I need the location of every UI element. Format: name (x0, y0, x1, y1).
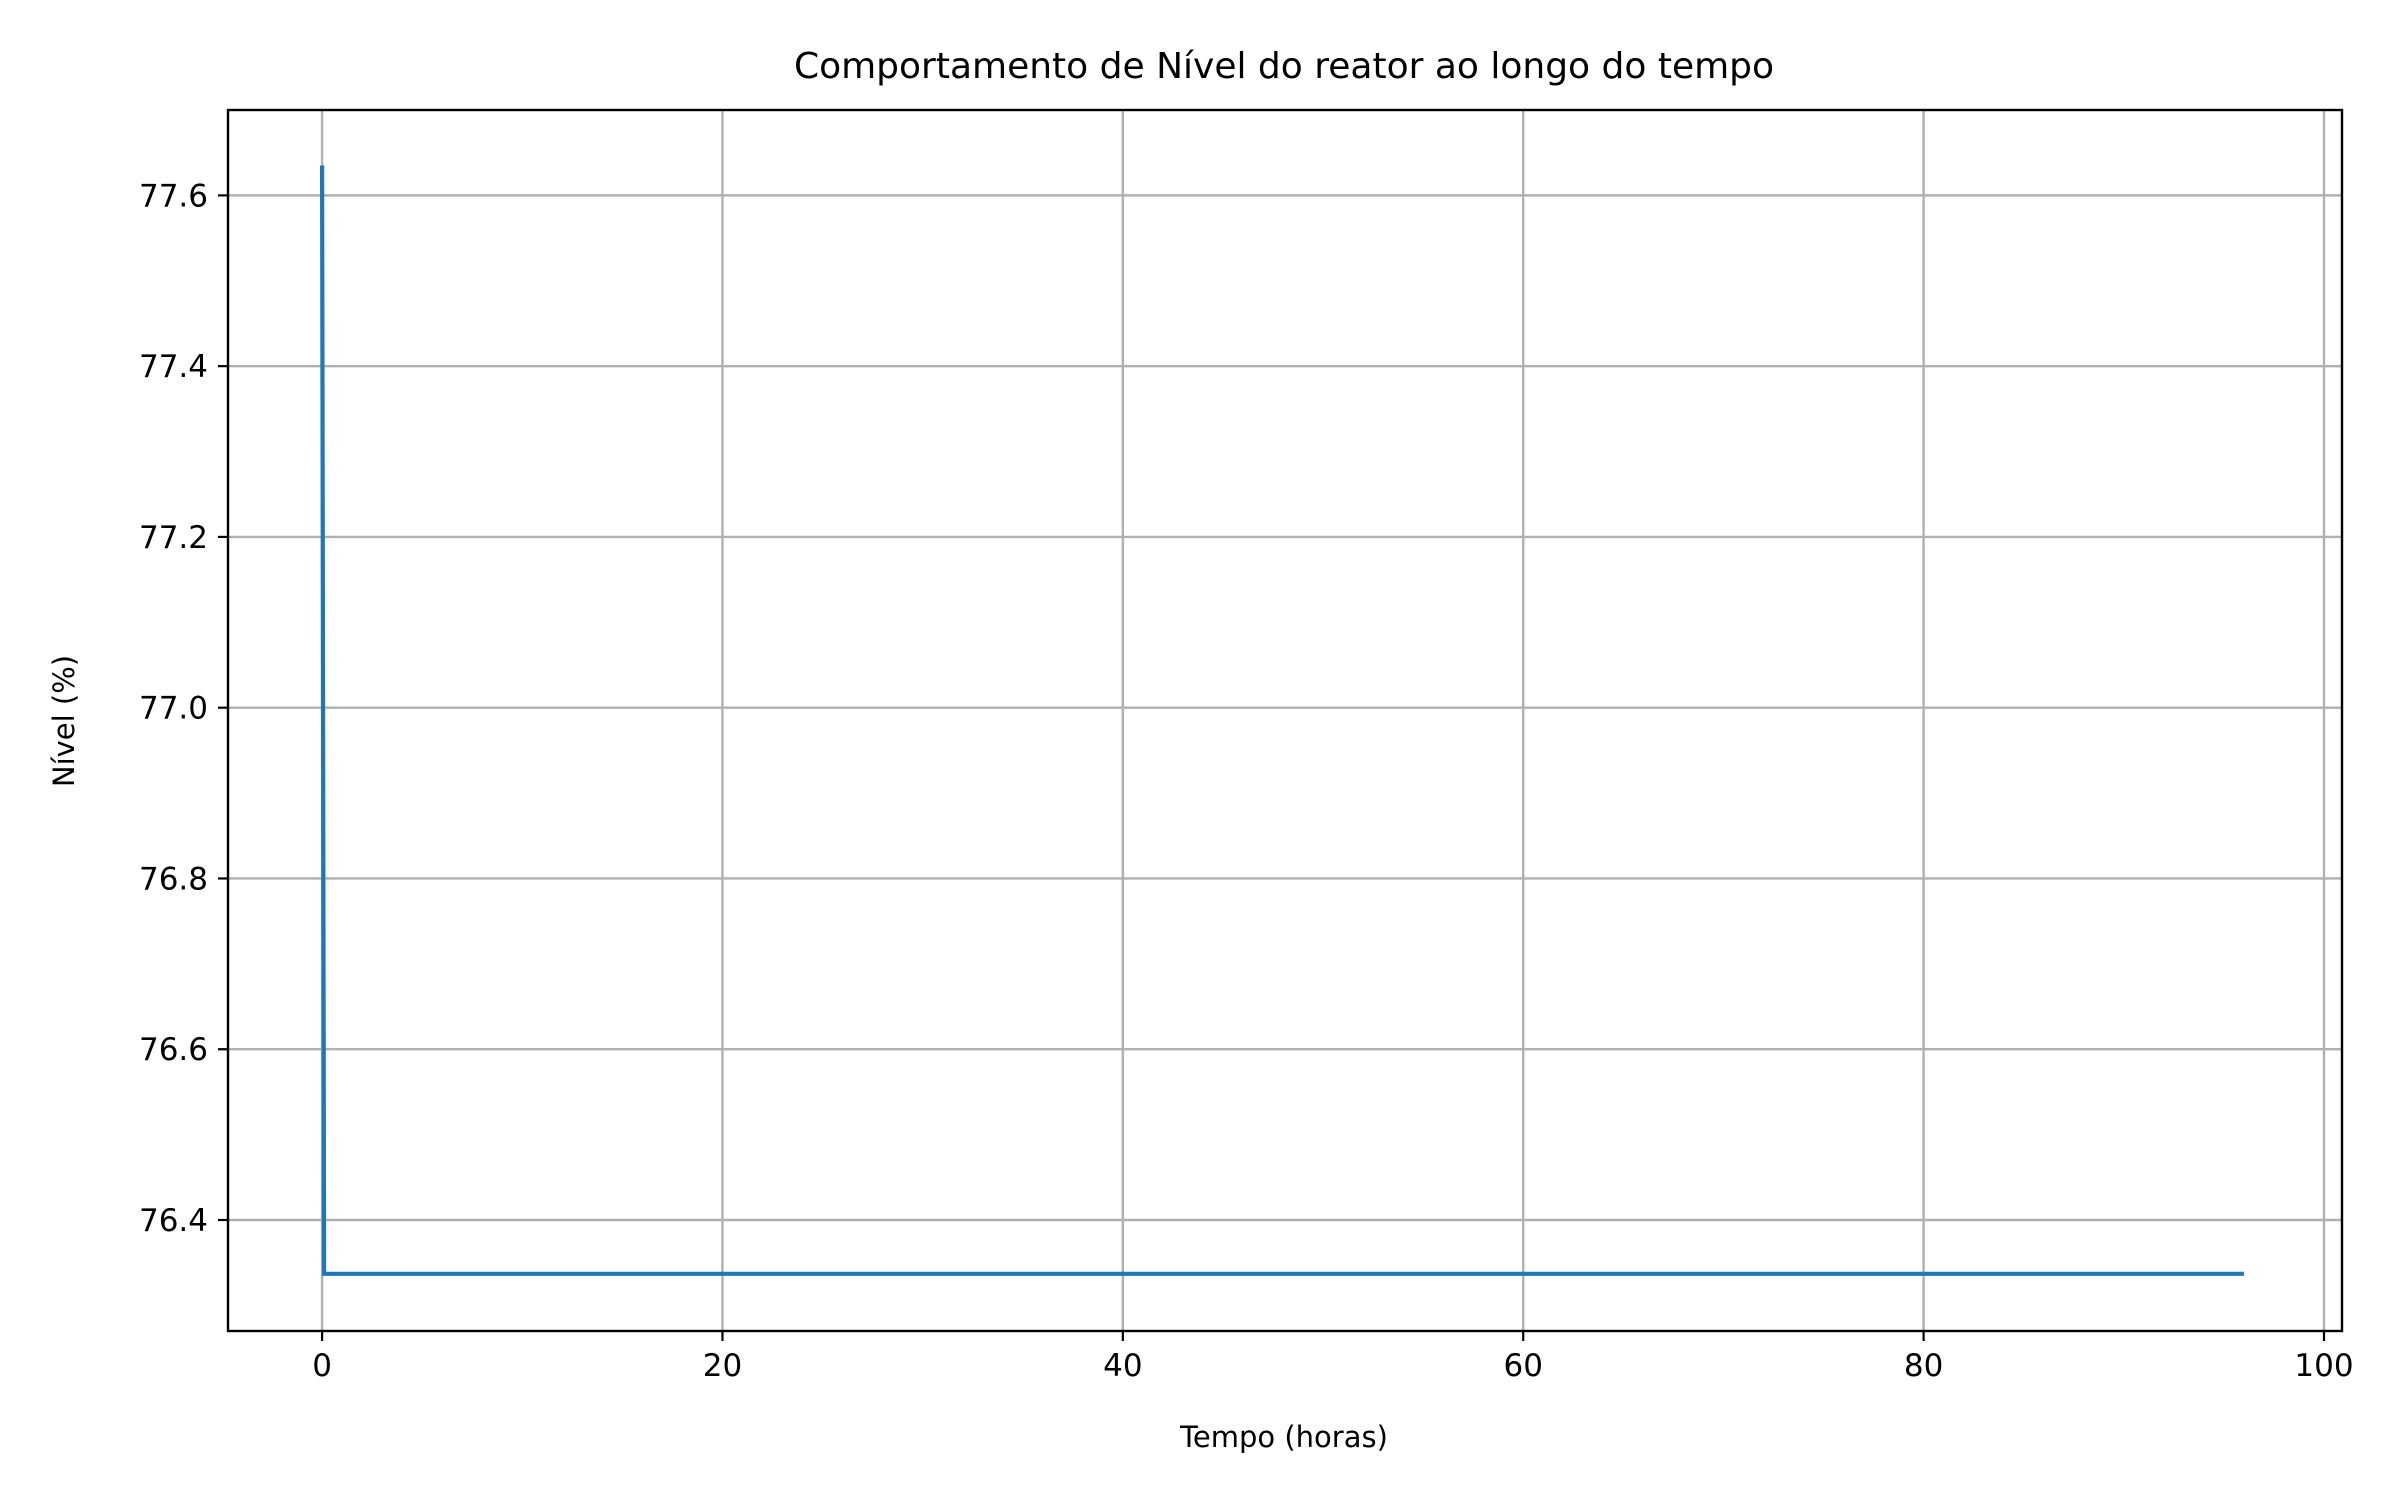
x-tick-label: 20 (703, 1348, 742, 1384)
chart-title: Comportamento de Nível do reator ao long… (794, 46, 1774, 87)
grid-lines (228, 110, 2342, 1331)
y-tick-label: 76.8 (139, 861, 208, 897)
x-tick-label: 60 (1503, 1348, 1542, 1384)
y-axis: 76.4 76.6 76.8 77.0 77.2 77.4 77.6 (139, 178, 228, 1239)
x-tick-label: 0 (312, 1348, 332, 1384)
plot-frame (226, 108, 2344, 1333)
y-tick-label: 77.0 (139, 691, 208, 727)
y-tick-label: 77.6 (139, 178, 208, 214)
x-axis-label: Tempo (horas) (1179, 1420, 1388, 1454)
y-tick-label: 76.6 (139, 1032, 208, 1068)
x-tick-label: 40 (1103, 1348, 1142, 1384)
series-line (319, 165, 2244, 1276)
y-tick-label: 77.2 (139, 520, 208, 556)
x-tick-label: 100 (2294, 1348, 2353, 1384)
x-tick-label: 80 (1904, 1348, 1943, 1384)
y-tick-label: 76.4 (139, 1203, 208, 1239)
series-layer (319, 165, 2244, 1276)
y-axis-label: Nível (%) (47, 655, 81, 787)
x-axis: 0 20 40 60 80 100 (312, 1331, 2354, 1384)
y-tick-label: 77.4 (139, 349, 208, 385)
